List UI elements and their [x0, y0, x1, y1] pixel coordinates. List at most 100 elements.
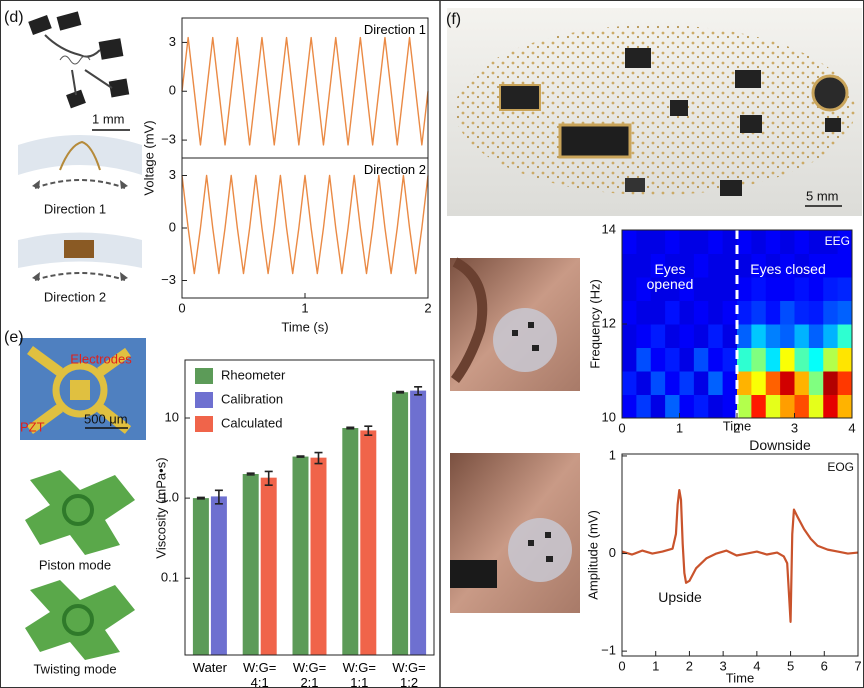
- bar: [311, 458, 327, 655]
- figure: 1 mm Direction 1 Direction 2 Electrodes …: [0, 0, 864, 688]
- x-tick-label: W:G= 1:1: [335, 660, 383, 688]
- y-axis-label: Amplitude (mV): [585, 510, 600, 600]
- direction-label: Direction 2: [44, 289, 106, 304]
- heat-cell: [622, 324, 637, 348]
- heat-cell: [751, 324, 766, 348]
- heat-cell: [708, 301, 723, 325]
- heat-cell: [751, 395, 766, 419]
- heat-cell: [780, 348, 795, 372]
- heat-cell: [651, 395, 666, 419]
- bar: [293, 457, 309, 655]
- heat-cell: [737, 395, 752, 419]
- y-tick-label: 12: [602, 315, 616, 330]
- heat-cell: [723, 395, 738, 419]
- annotation-box: Direction 2: [330, 162, 426, 182]
- heat-cell: [680, 301, 695, 325]
- heat-cell: [708, 395, 723, 419]
- x-tick-label: 4: [753, 658, 760, 673]
- heat-cell: [751, 301, 766, 325]
- legend-label: Calibration: [221, 391, 283, 406]
- heat-cell: [665, 230, 680, 254]
- direction-2-drawing: [18, 233, 142, 282]
- y-tick-label: 0: [169, 219, 176, 234]
- x-tick-label: Water: [186, 660, 234, 675]
- heat-cell: [809, 324, 824, 348]
- heat-cell: [780, 371, 795, 395]
- heat-cell: [838, 301, 853, 325]
- legend-swatch: [195, 392, 213, 408]
- circuit-photo: [447, 8, 862, 216]
- heat-cell: [636, 301, 651, 325]
- heat-cell: [723, 348, 738, 372]
- heat-cell: [823, 348, 838, 372]
- scale-bar-label: 1 mm: [92, 111, 125, 126]
- heat-cell: [838, 395, 853, 419]
- bar: [193, 498, 209, 655]
- heat-cell: [780, 324, 795, 348]
- scale-bar-label: 500 μm: [84, 411, 128, 426]
- callout-label: PZT: [20, 419, 45, 434]
- heat-cell: [823, 371, 838, 395]
- x-tick-label-box: W:G= 2:1: [286, 660, 334, 688]
- heat-cell: [694, 230, 709, 254]
- heat-cell: [651, 301, 666, 325]
- x-axis-label: Time: [723, 418, 751, 433]
- heat-cell: [665, 348, 680, 372]
- error-bar: [297, 456, 305, 457]
- annotation-box: Upside: [650, 590, 710, 630]
- heat-cell: [680, 230, 695, 254]
- scale-bar-label: 5 mm: [806, 188, 839, 203]
- heat-cell: [766, 230, 781, 254]
- x-axis-label: Time: [726, 670, 754, 685]
- heat-cell: [737, 230, 752, 254]
- direction-label: Direction 1: [44, 201, 106, 216]
- error-bar: [396, 392, 404, 393]
- x-tick-label: W:G= 1:2: [385, 660, 433, 688]
- heat-cell: [766, 371, 781, 395]
- page: {"labels": {"d": "(d)", "e": "(e)", "f":…: [0, 0, 864, 688]
- callout-label: Electrodes: [70, 351, 132, 366]
- heat-cell: [636, 395, 651, 419]
- y-tick-label: 10: [602, 409, 616, 424]
- x-tick-label: 0: [618, 658, 625, 673]
- annotation: Downside: [740, 438, 820, 453]
- x-tick-label: 1: [652, 658, 659, 673]
- panel-label: (d): [4, 9, 24, 26]
- chart: RheometerCalibrationCalculated0.11.010Vi…: [153, 360, 434, 655]
- annotation-box: Eyes opened: [630, 262, 710, 302]
- heat-cell: [680, 395, 695, 419]
- x-tick-label: 0: [618, 420, 625, 435]
- heat-cell: [751, 230, 766, 254]
- face-photo: [450, 453, 580, 613]
- heat-cell: [795, 301, 810, 325]
- heat-cell: [694, 348, 709, 372]
- line: [182, 38, 428, 145]
- bar: [392, 392, 408, 655]
- heat-cell: [751, 348, 766, 372]
- ear-photo: [450, 258, 580, 391]
- heat-cell: [838, 371, 853, 395]
- y-tick-label: 0: [169, 83, 176, 98]
- heat-cell: [694, 301, 709, 325]
- x-axis-label: Time (s): [281, 319, 328, 334]
- heat-cell: [636, 348, 651, 372]
- heat-cell: [651, 371, 666, 395]
- y-axis-label: Viscosity (mPa•s): [153, 457, 168, 558]
- heat-cell: [622, 230, 637, 254]
- annotation: EOG: [798, 460, 854, 475]
- heat-cell: [737, 348, 752, 372]
- heat-cell: [795, 395, 810, 419]
- annotation-box: EOG: [798, 460, 854, 500]
- heat-cell: [751, 371, 766, 395]
- heat-cell: [780, 395, 795, 419]
- heat-cell: [622, 371, 637, 395]
- annotation-box: EEG: [790, 234, 850, 274]
- y-tick-label: −3: [161, 272, 176, 287]
- line: [182, 176, 428, 274]
- heat-cell: [766, 395, 781, 419]
- heat-cell: [737, 301, 752, 325]
- y-axis-label: Frequency (Hz): [587, 279, 602, 369]
- heat-cell: [838, 277, 853, 301]
- x-tick-label: 1: [676, 420, 683, 435]
